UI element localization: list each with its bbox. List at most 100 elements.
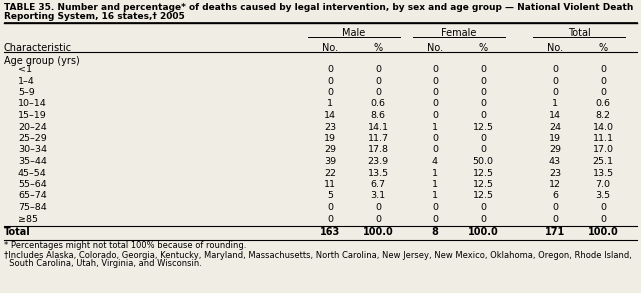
Text: 6: 6 [552, 192, 558, 200]
Text: 14: 14 [549, 111, 561, 120]
Text: * Percentages might not total 100% because of rounding.: * Percentages might not total 100% becau… [4, 241, 246, 251]
Text: 1: 1 [327, 100, 333, 108]
Text: 5: 5 [327, 192, 333, 200]
Text: 1: 1 [432, 192, 438, 200]
Text: 35–44: 35–44 [18, 157, 47, 166]
Text: 0: 0 [375, 65, 381, 74]
Text: 0: 0 [432, 203, 438, 212]
Text: Characteristic: Characteristic [4, 43, 72, 53]
Text: 23.9: 23.9 [367, 157, 388, 166]
Text: 17.8: 17.8 [367, 146, 388, 154]
Text: 0: 0 [432, 76, 438, 86]
Text: %: % [374, 43, 383, 53]
Text: 0: 0 [480, 65, 486, 74]
Text: 8.2: 8.2 [595, 111, 610, 120]
Text: 0: 0 [480, 88, 486, 97]
Text: No.: No. [547, 43, 563, 53]
Text: 0: 0 [375, 203, 381, 212]
Text: 12: 12 [549, 180, 561, 189]
Text: 5–9: 5–9 [18, 88, 35, 97]
Text: TABLE 35. Number and percentage* of deaths caused by legal intervention, by sex : TABLE 35. Number and percentage* of deat… [4, 3, 633, 12]
Text: 100.0: 100.0 [588, 227, 619, 237]
Text: 0: 0 [480, 76, 486, 86]
Text: 12.5: 12.5 [472, 168, 494, 178]
Text: 0: 0 [327, 65, 333, 74]
Text: Age group (yrs): Age group (yrs) [4, 56, 79, 66]
Text: Female: Female [441, 28, 477, 38]
Text: 14.1: 14.1 [367, 122, 388, 132]
Text: <1: <1 [18, 65, 32, 74]
Text: 0: 0 [600, 203, 606, 212]
Text: 0: 0 [480, 214, 486, 224]
Text: ≥85: ≥85 [18, 214, 38, 224]
Text: 171: 171 [545, 227, 565, 237]
Text: %: % [599, 43, 608, 53]
Text: 0: 0 [552, 76, 558, 86]
Text: 13.5: 13.5 [367, 168, 388, 178]
Text: 0: 0 [432, 100, 438, 108]
Text: 25–29: 25–29 [18, 134, 47, 143]
Text: 17.0: 17.0 [592, 146, 613, 154]
Text: 0: 0 [432, 65, 438, 74]
Text: 0: 0 [600, 214, 606, 224]
Text: Total: Total [4, 227, 31, 237]
Text: 0: 0 [432, 111, 438, 120]
Text: 1: 1 [432, 168, 438, 178]
Text: 0: 0 [600, 65, 606, 74]
Text: 0: 0 [480, 203, 486, 212]
Text: 0: 0 [480, 100, 486, 108]
Text: 0.6: 0.6 [370, 100, 385, 108]
Text: 1: 1 [432, 180, 438, 189]
Text: 11: 11 [324, 180, 336, 189]
Text: No.: No. [427, 43, 443, 53]
Text: 163: 163 [320, 227, 340, 237]
Text: 1: 1 [552, 100, 558, 108]
Text: 0: 0 [432, 146, 438, 154]
Text: 0: 0 [480, 111, 486, 120]
Text: 3.5: 3.5 [595, 192, 611, 200]
Text: Reporting System, 16 states,† 2005: Reporting System, 16 states,† 2005 [4, 12, 185, 21]
Text: 12.5: 12.5 [472, 192, 494, 200]
Text: 22: 22 [324, 168, 336, 178]
Text: 30–34: 30–34 [18, 146, 47, 154]
Text: 43: 43 [549, 157, 561, 166]
Text: 7.0: 7.0 [595, 180, 610, 189]
Text: 0: 0 [432, 88, 438, 97]
Text: 23: 23 [549, 168, 561, 178]
Text: No.: No. [322, 43, 338, 53]
Text: Total: Total [568, 28, 590, 38]
Text: 0: 0 [552, 88, 558, 97]
Text: 0: 0 [552, 65, 558, 74]
Text: 8: 8 [431, 227, 438, 237]
Text: 45–54: 45–54 [18, 168, 47, 178]
Text: 0: 0 [375, 88, 381, 97]
Text: 12.5: 12.5 [472, 180, 494, 189]
Text: 0: 0 [327, 203, 333, 212]
Text: 14: 14 [324, 111, 336, 120]
Text: 23: 23 [324, 122, 336, 132]
Text: 0: 0 [432, 134, 438, 143]
Text: 1: 1 [432, 122, 438, 132]
Text: 1–4: 1–4 [18, 76, 35, 86]
Text: South Carolina, Utah, Virginia, and Wisconsin.: South Carolina, Utah, Virginia, and Wisc… [4, 260, 202, 268]
Text: 0: 0 [552, 214, 558, 224]
Text: 0: 0 [327, 76, 333, 86]
Text: 12.5: 12.5 [472, 122, 494, 132]
Text: 24: 24 [549, 122, 561, 132]
Text: 0: 0 [375, 76, 381, 86]
Text: 10–14: 10–14 [18, 100, 47, 108]
Text: 100.0: 100.0 [363, 227, 394, 237]
Text: 0.6: 0.6 [595, 100, 610, 108]
Text: 3.1: 3.1 [370, 192, 386, 200]
Text: 11.1: 11.1 [592, 134, 613, 143]
Text: 39: 39 [324, 157, 336, 166]
Text: 14.0: 14.0 [592, 122, 613, 132]
Text: 15–19: 15–19 [18, 111, 47, 120]
Text: 13.5: 13.5 [592, 168, 613, 178]
Text: 0: 0 [552, 203, 558, 212]
Text: %: % [478, 43, 488, 53]
Text: 8.6: 8.6 [370, 111, 385, 120]
Text: 0: 0 [375, 214, 381, 224]
Text: 29: 29 [324, 146, 336, 154]
Text: 0: 0 [432, 214, 438, 224]
